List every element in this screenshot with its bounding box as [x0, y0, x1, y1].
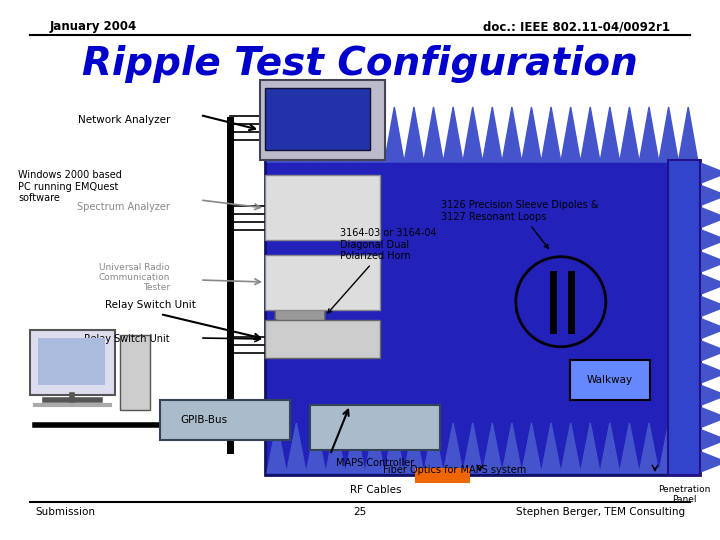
Text: RF Cables: RF Cables — [350, 485, 402, 495]
Text: Relay Switch Unit: Relay Switch Unit — [84, 334, 170, 344]
Bar — [668, 160, 700, 475]
Text: Spectrum Analyzer: Spectrum Analyzer — [77, 202, 170, 213]
Polygon shape — [267, 107, 698, 162]
Bar — [38, 338, 105, 385]
Bar — [265, 175, 380, 240]
Bar — [265, 320, 380, 358]
Text: doc.: IEEE 802.11-04/0092r1: doc.: IEEE 802.11-04/0092r1 — [483, 20, 670, 33]
Text: 3164-03 or 3164-04
Diagonal Dual
Polarized Horn: 3164-03 or 3164-04 Diagonal Dual Polariz… — [328, 228, 436, 313]
Bar — [265, 160, 700, 475]
Bar — [415, 468, 470, 483]
Text: Ripple Test Configuration: Ripple Test Configuration — [82, 45, 638, 83]
Text: Penetration
Panel: Penetration Panel — [658, 485, 710, 504]
Bar — [265, 255, 380, 310]
Text: Walkway: Walkway — [587, 375, 633, 385]
Bar — [265, 88, 370, 150]
Text: Fiber Optics for MAPS system: Fiber Optics for MAPS system — [383, 465, 526, 475]
Text: Network Analyzer: Network Analyzer — [78, 115, 170, 125]
Text: MAPS Controller: MAPS Controller — [336, 458, 414, 468]
Text: 25: 25 — [354, 507, 366, 517]
Text: Stephen Berger, TEM Consulting: Stephen Berger, TEM Consulting — [516, 507, 685, 517]
Text: Windows 2000 based
PC running EMQuest
software: Windows 2000 based PC running EMQuest so… — [18, 170, 122, 203]
Bar — [160, 400, 290, 440]
Bar — [120, 335, 150, 410]
Polygon shape — [267, 423, 698, 473]
Bar — [260, 80, 385, 160]
Text: Universal Radio
Communication
Tester: Universal Radio Communication Tester — [99, 262, 170, 292]
Bar — [310, 405, 440, 450]
Text: 3126 Precision Sleeve Dipoles &
3127 Resonant Loops: 3126 Precision Sleeve Dipoles & 3127 Res… — [441, 200, 598, 248]
Bar — [570, 360, 650, 400]
Text: Relay Switch Unit: Relay Switch Unit — [105, 300, 196, 310]
Polygon shape — [275, 273, 325, 349]
Text: Submission: Submission — [35, 507, 95, 517]
Polygon shape — [698, 162, 720, 473]
Text: GPIB-Bus: GPIB-Bus — [180, 415, 227, 425]
Bar — [30, 330, 115, 395]
Text: January 2004: January 2004 — [50, 20, 138, 33]
